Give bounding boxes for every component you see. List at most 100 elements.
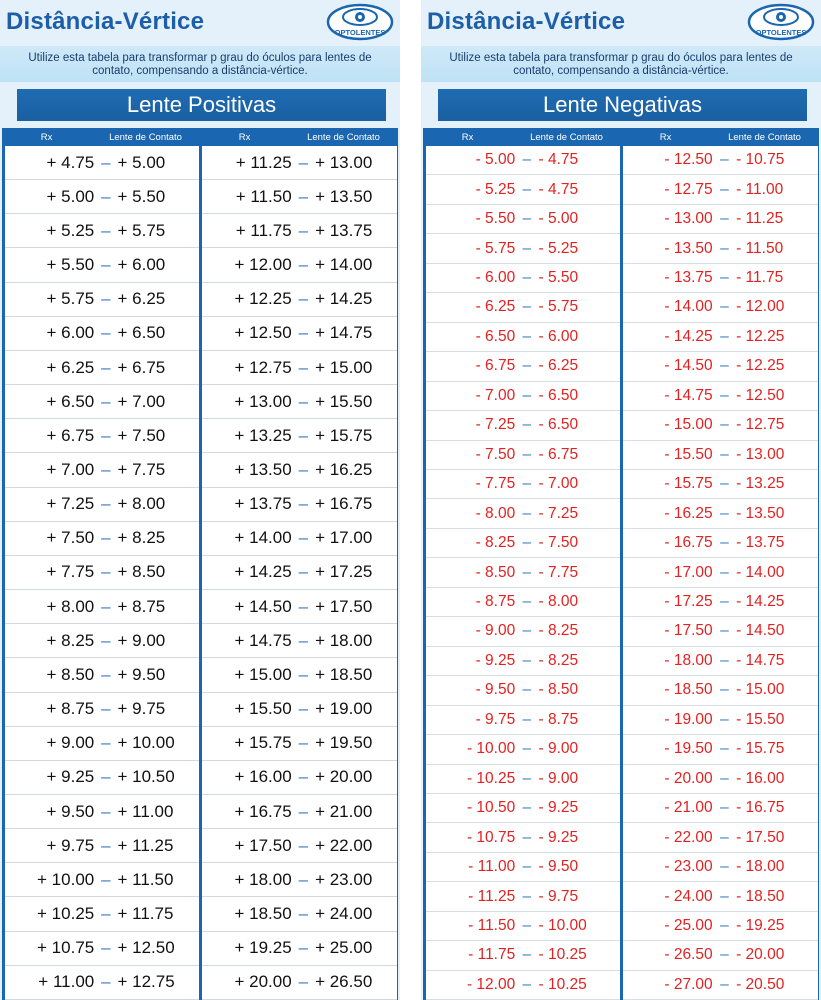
section-banner: Lente Positivas xyxy=(17,89,386,121)
table-row: + 10.00– + 11.50 xyxy=(5,863,199,898)
rx-value: - 9.25 xyxy=(475,651,516,669)
contact-lens-value: - 8.25 xyxy=(538,622,579,640)
contact-lens-value: + 25.00 xyxy=(315,938,373,958)
subtitle-bar xyxy=(421,46,821,82)
table-row: + 16.00– + 20.00 xyxy=(202,761,397,795)
separator-dash: – xyxy=(522,710,532,728)
table-row: + 9.00– + 10.00 xyxy=(5,727,199,761)
rx-value: - 7.25 xyxy=(475,416,516,434)
rx-value: - 8.75 xyxy=(475,593,516,611)
rx-value: - 15.00 xyxy=(664,416,713,434)
separator-dash: – xyxy=(298,425,309,445)
contact-lens-value: + 24.00 xyxy=(315,904,373,924)
rx-value: + 17.50 xyxy=(234,835,292,855)
table-row: + 5.00– + 5.50 xyxy=(5,180,199,215)
separator-dash: – xyxy=(101,357,111,377)
separator-dash: – xyxy=(720,593,729,611)
contact-lens-value: - 9.00 xyxy=(538,740,579,758)
header-contact: Lente de Contato xyxy=(307,131,380,143)
separator-dash: – xyxy=(101,801,111,821)
contact-lens-value: + 15.00 xyxy=(315,357,373,377)
separator-dash: – xyxy=(522,858,532,876)
table-row: - 8.25– - 7.50 xyxy=(426,529,620,559)
rx-value: - 15.75 xyxy=(664,475,713,493)
separator-dash: – xyxy=(101,528,111,548)
rx-value: + 12.50 xyxy=(234,323,292,343)
separator-dash: – xyxy=(720,887,729,905)
table-row: - 7.75– - 7.00 xyxy=(426,470,620,500)
separator-dash: – xyxy=(101,630,111,650)
separator-dash: – xyxy=(720,239,729,257)
rx-value: - 12.50 xyxy=(664,151,713,169)
optolentes-logo: OPTOLENTES xyxy=(747,3,815,41)
separator-dash: – xyxy=(298,733,309,753)
contact-lens-value: - 10.75 xyxy=(736,151,785,169)
rx-value: - 7.75 xyxy=(475,475,516,493)
separator-dash: – xyxy=(522,593,532,611)
contact-lens-value: + 14.75 xyxy=(315,323,373,343)
separator-dash: – xyxy=(522,946,532,964)
contact-lens-value: - 20.50 xyxy=(736,975,785,993)
table-row: + 9.50– + 11.00 xyxy=(5,795,199,830)
separator-dash: – xyxy=(522,180,532,198)
table-row: + 17.50– + 22.00 xyxy=(202,829,397,864)
contact-lens-value: + 14.25 xyxy=(315,289,373,309)
rx-value: - 10.25 xyxy=(466,769,516,787)
table-row: - 11.25– - 9.75 xyxy=(426,882,620,912)
separator-dash: – xyxy=(522,357,532,375)
rx-value: - 7.50 xyxy=(475,445,516,463)
rx-value: + 13.25 xyxy=(234,425,292,445)
contact-lens-value: + 8.50 xyxy=(117,562,166,582)
contact-lens-value: - 8.00 xyxy=(538,593,579,611)
contact-lens-value: - 6.50 xyxy=(538,386,579,404)
contact-lens-value: - 12.25 xyxy=(736,357,785,375)
rx-value: - 12.75 xyxy=(664,180,713,198)
table-row: + 8.50– + 9.50 xyxy=(5,658,199,693)
table-row: + 12.00– + 14.00 xyxy=(202,248,397,283)
separator-dash: – xyxy=(101,494,111,514)
table-row: - 14.50– - 12.25 xyxy=(623,352,818,382)
separator-dash: – xyxy=(101,664,111,684)
table-row: - 5.25– - 4.75 xyxy=(426,175,620,205)
rx-value: - 13.50 xyxy=(664,239,713,257)
table-row: + 12.50– + 14.75 xyxy=(202,317,397,351)
rx-value: + 14.75 xyxy=(234,630,292,650)
table-row: - 16.75– - 13.75 xyxy=(623,529,818,559)
contact-lens-value: - 9.00 xyxy=(538,769,579,787)
rx-value: - 19.00 xyxy=(664,710,713,728)
rx-value: - 18.50 xyxy=(664,681,713,699)
table-row: + 15.75– + 19.50 xyxy=(202,727,397,761)
separator-dash: – xyxy=(522,622,532,640)
rx-value: - 6.25 xyxy=(475,298,516,316)
contact-lens-value: - 18.00 xyxy=(736,858,785,876)
contact-lens-value: + 19.50 xyxy=(315,733,373,753)
separator-dash: – xyxy=(298,596,309,616)
rx-value: + 8.25 xyxy=(46,630,95,650)
contact-lens-value: + 17.50 xyxy=(315,596,373,616)
separator-dash: – xyxy=(720,357,729,375)
rx-value: + 19.25 xyxy=(234,938,292,958)
table-row: + 18.50– + 24.00 xyxy=(202,897,397,932)
table-row: - 18.00– - 14.75 xyxy=(623,647,818,677)
rx-value: + 18.00 xyxy=(234,869,292,889)
contact-lens-value: - 5.75 xyxy=(538,298,579,316)
separator-dash: – xyxy=(101,255,111,275)
contact-lens-value: + 7.75 xyxy=(117,459,166,479)
table-row: - 10.25– - 9.00 xyxy=(426,765,620,794)
separator-dash: – xyxy=(298,699,309,719)
contact-lens-value: + 6.25 xyxy=(117,289,166,309)
rx-value: + 14.50 xyxy=(234,596,292,616)
positive-table: Rx Lente de Contato Rx Lente de Contato + … xyxy=(2,128,398,1000)
separator-dash: – xyxy=(298,323,309,343)
table-row: + 18.00– + 23.00 xyxy=(202,863,397,898)
separator-dash: – xyxy=(522,298,532,316)
separator-dash: – xyxy=(522,651,532,669)
separator-dash: – xyxy=(522,416,532,434)
rx-value: + 15.75 xyxy=(234,733,292,753)
header-rx: Rx xyxy=(461,131,474,143)
rx-value: + 6.00 xyxy=(46,323,95,343)
contact-lens-value: + 17.00 xyxy=(315,528,373,548)
table-row: + 9.25– + 10.50 xyxy=(5,761,199,795)
rx-value: - 8.00 xyxy=(475,504,516,522)
table-row: - 8.00– - 7.25 xyxy=(426,499,620,529)
